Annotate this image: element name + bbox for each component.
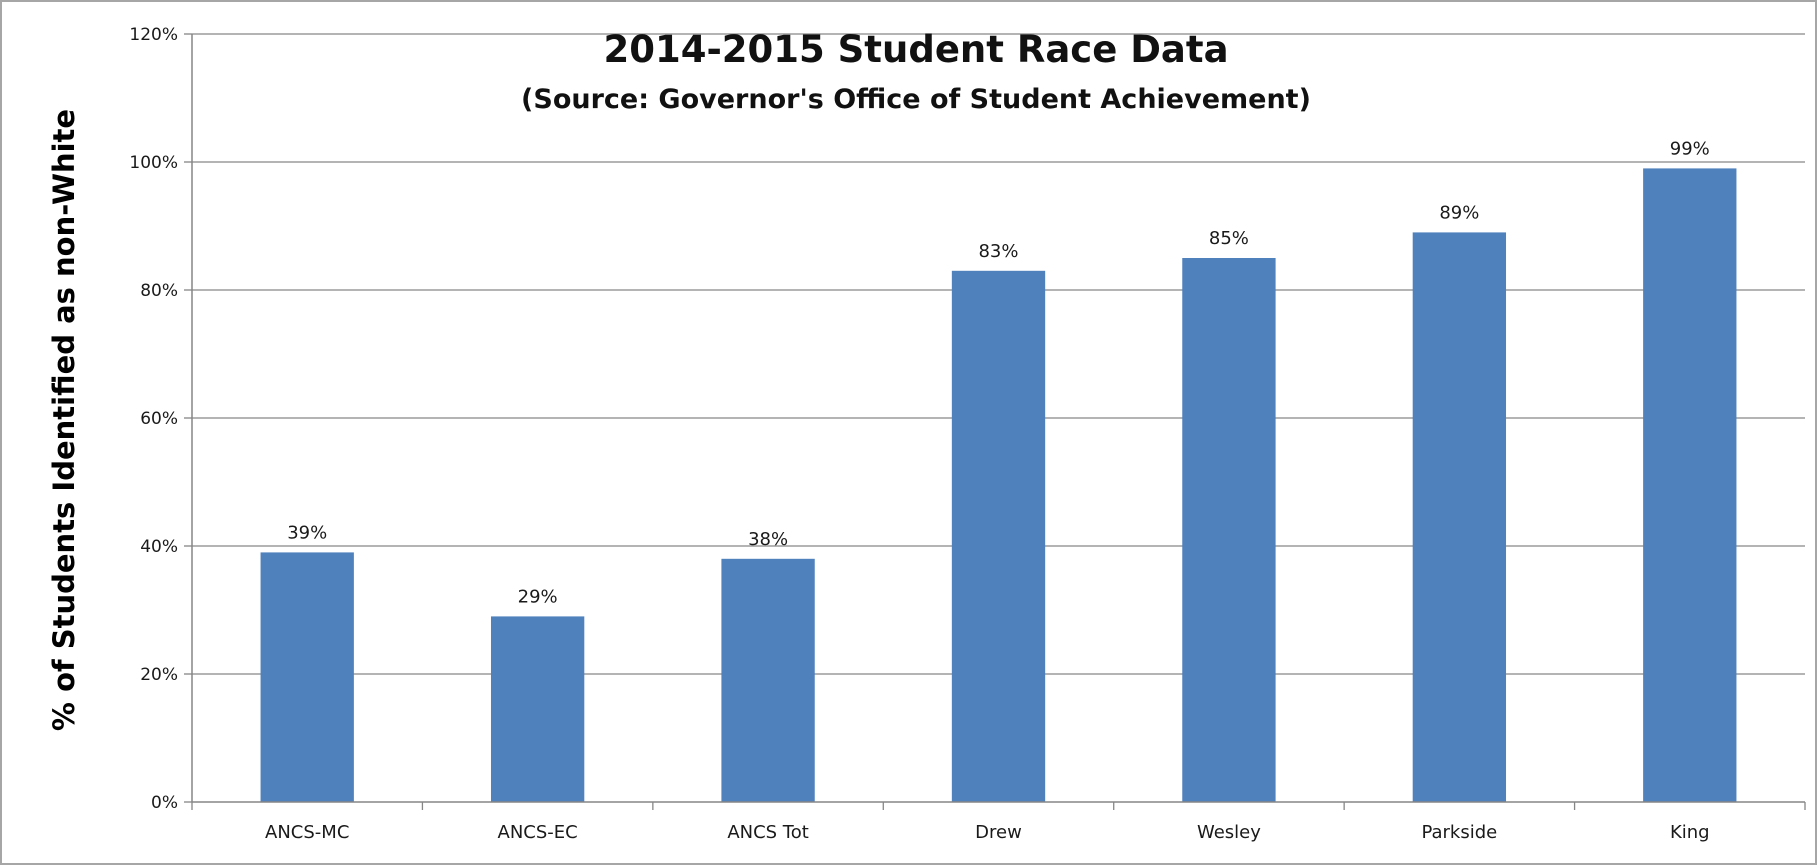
x-category-label: ANCS Tot <box>727 822 809 843</box>
x-category-label: Wesley <box>1197 822 1261 843</box>
bar-ancs-ec <box>490 616 585 802</box>
data-labels: 39% 29% 38% 83% 85% 89% 99% <box>287 138 1710 607</box>
y-tick-label: 40% <box>140 537 178 557</box>
data-label: 83% <box>978 241 1018 262</box>
data-label: 85% <box>1209 228 1249 249</box>
y-tick-label: 100% <box>129 153 178 173</box>
y-tick-label: 20% <box>140 665 178 685</box>
chart-subtitle: (Source: Governor's Office of Student Ac… <box>521 84 1311 115</box>
x-category-label: ANCS-MC <box>265 822 349 843</box>
y-tick-label: 120% <box>129 25 178 45</box>
y-axis-ticks: 0% 20% 40% 60% 80% 100% 120% <box>129 25 192 813</box>
chart-title: 2014-2015 Student Race Data <box>603 28 1228 71</box>
y-tick-label: 0% <box>151 793 178 813</box>
data-label: 29% <box>518 586 558 607</box>
bar-wesley <box>1182 258 1276 802</box>
bar-parkside <box>1412 232 1507 802</box>
x-axis-categories: ANCS-MC ANCS-EC ANCS Tot Drew Wesley Parkside… <box>191 802 1806 843</box>
data-label: 39% <box>287 522 327 543</box>
y-axis-title: % of Students Identified as non-White <box>47 109 81 731</box>
data-label: 99% <box>1670 138 1710 159</box>
x-category-label: King <box>1670 822 1710 843</box>
x-category-label: ANCS-EC <box>498 822 578 843</box>
data-label: 89% <box>1439 202 1479 223</box>
y-tick-label: 60% <box>140 409 178 429</box>
y-tick-label: 80% <box>140 281 178 301</box>
x-category-label: Drew <box>975 822 1022 843</box>
data-label: 38% <box>748 529 788 550</box>
x-category-label: Parkside <box>1421 822 1497 843</box>
bar-ancs-tot <box>721 558 815 802</box>
bar-ancs-mc <box>260 552 354 802</box>
bar-king <box>1643 168 1737 802</box>
bars <box>260 168 1737 802</box>
bar-drew <box>951 270 1046 802</box>
